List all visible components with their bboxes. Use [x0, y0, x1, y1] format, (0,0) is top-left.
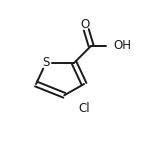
Text: OH: OH — [113, 39, 131, 52]
Text: O: O — [80, 18, 89, 31]
Text: S: S — [42, 56, 50, 69]
Text: Cl: Cl — [78, 102, 90, 115]
